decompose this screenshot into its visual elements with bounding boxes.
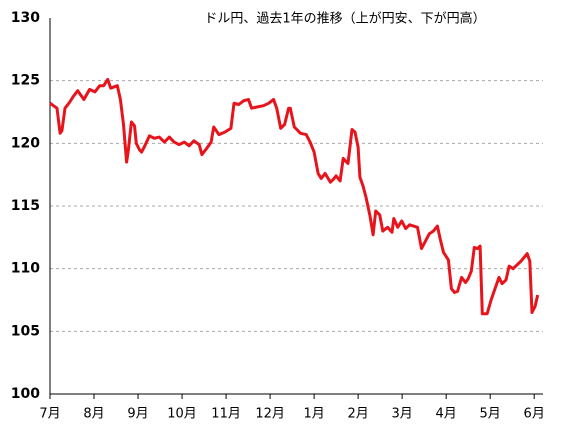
y-tick-label: 115 [11,198,40,214]
x-tick-label: 6月 [524,407,545,422]
x-tick-label: 5月 [480,407,501,422]
x-tick-label: 12月 [255,407,285,422]
chart-title: ドル円、過去1年の推移（上が円安、下が円高） [204,11,485,27]
y-tick-label: 125 [11,73,40,89]
x-tick-label: 10月 [167,407,197,422]
x-tick-label: 8月 [83,407,104,422]
x-tick-label: 2月 [347,407,368,422]
x-tick-label: 11月 [211,407,241,422]
y-tick-label: 110 [11,261,40,277]
y-tick-label: 120 [11,135,40,151]
x-tick-label: 9月 [127,407,148,422]
x-tick-label: 1月 [303,407,324,422]
y-tick-label: 100 [11,386,40,402]
y-tick-label: 105 [11,323,40,339]
x-tick-label: 4月 [436,407,457,422]
x-tick-label: 3月 [392,407,413,422]
y-tick-label: 130 [11,10,40,26]
x-tick-label: 7月 [39,407,60,422]
line [49,77,540,316]
